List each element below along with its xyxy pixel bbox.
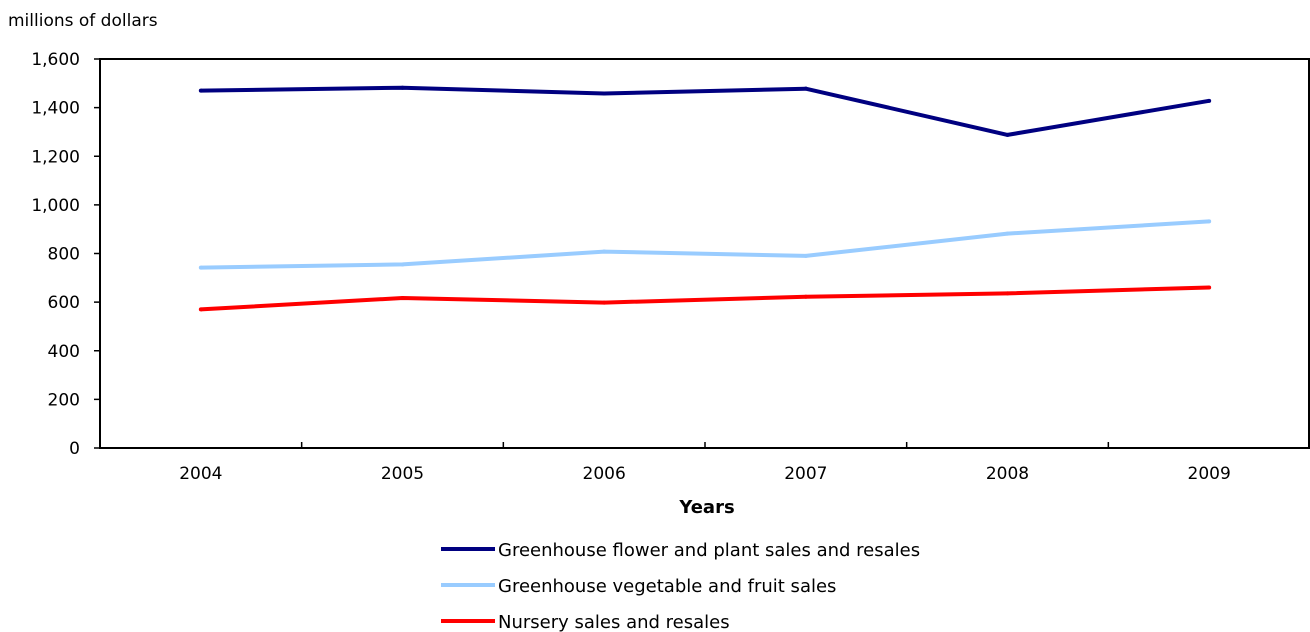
x-tick-label: 2007: [784, 464, 827, 484]
x-axis: 2004 2005 2006 2007 2008 2009: [179, 442, 1231, 484]
data-point: [1005, 132, 1010, 137]
legend-label: Greenhouse flower and plant sales and re…: [498, 540, 920, 561]
data-point: [1207, 219, 1212, 224]
data-point: [198, 88, 203, 93]
y-tick-label: 1,200: [31, 147, 80, 167]
data-point: [400, 262, 405, 267]
data-point: [602, 300, 607, 305]
legend: Greenhouse flower and plant sales and re…: [441, 540, 920, 632]
data-point: [602, 91, 607, 96]
data-point: [1005, 231, 1010, 236]
y-tick-label: 800: [48, 245, 80, 265]
data-point: [803, 253, 808, 258]
series-lines: [198, 85, 1212, 312]
data-point: [198, 265, 203, 270]
y-unit-label: millions of dollars: [8, 11, 158, 31]
data-point: [803, 294, 808, 299]
x-tick-label: 2006: [583, 464, 626, 484]
y-tick-label: 1,600: [31, 50, 80, 70]
data-point: [400, 295, 405, 300]
series-line-2: [200, 219, 1210, 270]
series-line-1: [200, 85, 1210, 137]
y-tick-label: 400: [48, 342, 80, 362]
data-point: [400, 85, 405, 90]
data-point: [602, 249, 607, 254]
data-point: [1207, 98, 1212, 103]
x-tick-label: 2005: [381, 464, 424, 484]
x-tick-label: 2008: [986, 464, 1029, 484]
x-tick-label: 2009: [1188, 464, 1231, 484]
y-tick-label: 0: [69, 439, 80, 459]
y-tick-label: 1,400: [31, 99, 80, 119]
data-point: [198, 307, 203, 312]
y-axis: 0 200 400 600 800 1,000 1,200 1,400 1,600: [31, 50, 100, 459]
legend-label: Nursery sales and resales: [498, 612, 730, 632]
data-point: [1207, 285, 1212, 290]
data-point: [803, 86, 808, 91]
x-tick-label: 2004: [179, 464, 222, 484]
legend-label: Greenhouse vegetable and fruit sales: [498, 576, 836, 597]
x-axis-title: Years: [678, 497, 734, 518]
series-line-3: [200, 285, 1210, 312]
y-tick-label: 1,000: [31, 196, 80, 216]
y-tick-label: 600: [48, 293, 80, 313]
data-point: [1005, 291, 1010, 296]
y-tick-label: 200: [48, 390, 80, 410]
